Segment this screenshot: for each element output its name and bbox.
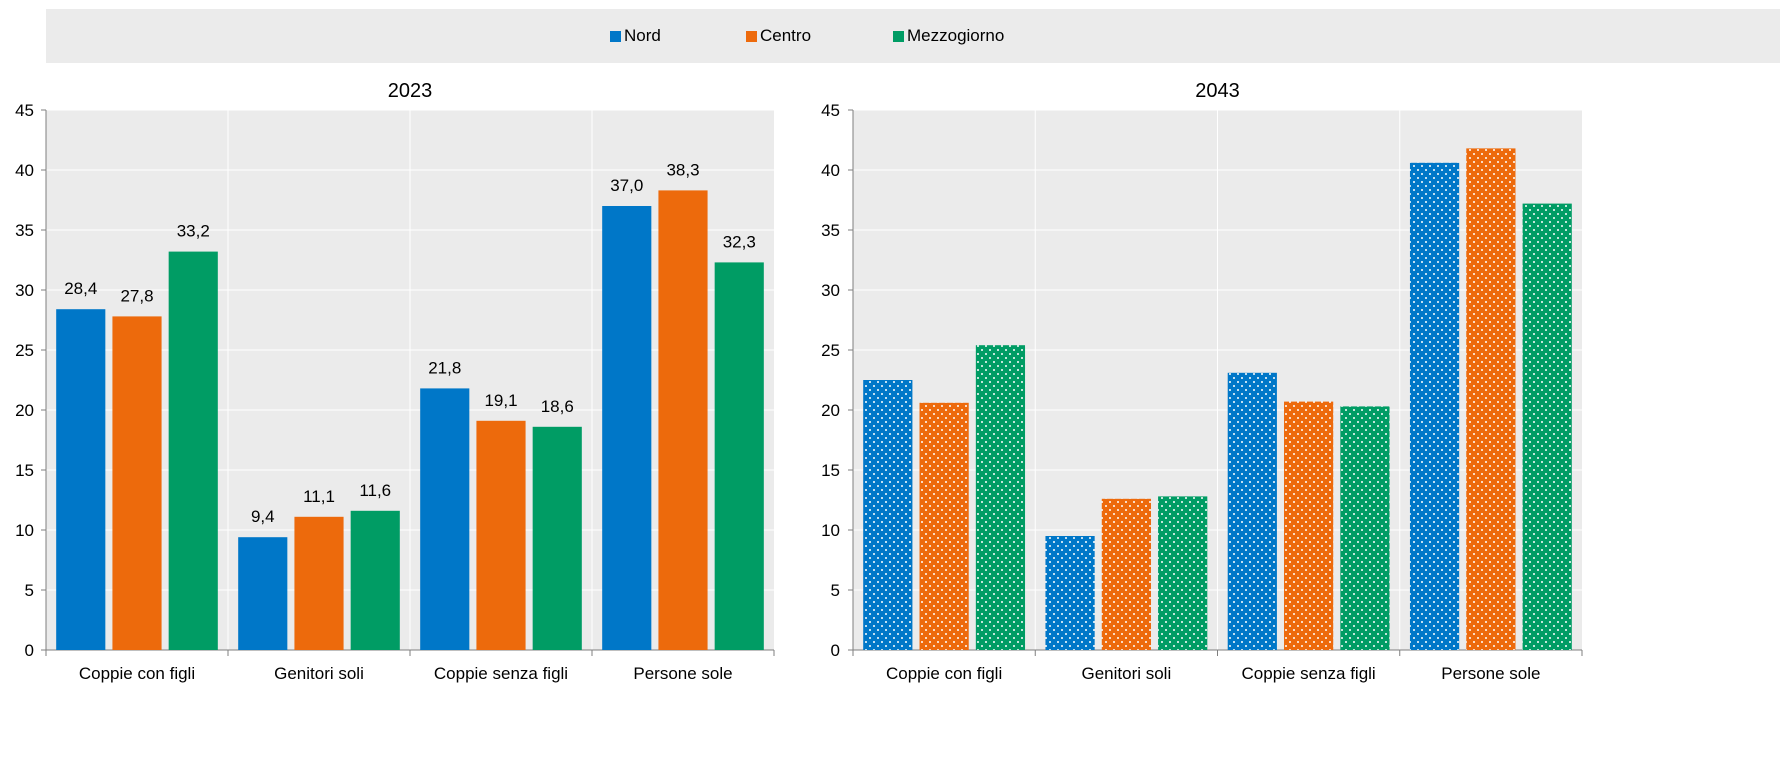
bar-centro-coppie-con-figli xyxy=(919,402,969,650)
y-tick-label-20: 20 xyxy=(15,401,34,420)
bar-nord-coppie-senza-figli xyxy=(420,388,470,650)
bar-nord-genitori-soli xyxy=(238,537,288,650)
chart-1: 0 5 10 15 20 25 30 35 40 45 Coppie con figli Genito… xyxy=(821,80,1583,683)
y-tick-label-40: 40 xyxy=(821,161,840,180)
legend-swatch-centro xyxy=(746,30,757,42)
x-tick-label-genitori-soli: Genitori soli xyxy=(274,664,364,683)
bar-centro-coppie-senza-figli xyxy=(476,420,526,650)
data-label-nord-coppie-con-figli: 28,4 xyxy=(64,279,97,298)
data-label-nord-persone-sole: 37,0 xyxy=(610,176,643,195)
bar-mezzogiorno-persone-sole xyxy=(714,262,764,650)
data-label-mezzogiorno-genitori-soli: 11,6 xyxy=(359,481,391,500)
y-tick-label-25: 25 xyxy=(821,341,840,360)
data-label-mezzogiorno-coppie-senza-figli: 18,6 xyxy=(541,397,574,416)
y-tick-label-20: 20 xyxy=(821,401,840,420)
y-tick-label-45: 45 xyxy=(821,101,840,120)
chart-0: 0 5 10 15 20 25 30 35 40 45 Coppie con figli Genito… xyxy=(15,80,775,683)
data-label-mezzogiorno-persone-sole: 32,3 xyxy=(723,232,756,251)
legend-label-nord: Nord xyxy=(624,26,661,45)
y-tick-label-25: 25 xyxy=(15,341,34,360)
x-tick-label-persone-sole: Persone sole xyxy=(633,664,732,683)
chart-title-1: 2043 xyxy=(1195,80,1240,102)
y-tick-label-30: 30 xyxy=(15,281,34,300)
data-label-centro-coppie-senza-figli: 19,1 xyxy=(484,391,517,410)
data-label-nord-genitori-soli: 9,4 xyxy=(251,507,275,526)
data-label-nord-coppie-senza-figli: 21,8 xyxy=(428,358,461,377)
y-tick-label-10: 10 xyxy=(15,521,34,540)
bar-centro-coppie-senza-figli xyxy=(1284,401,1334,650)
y-tick-label-10: 10 xyxy=(821,521,840,540)
bar-nord-genitori-soli xyxy=(1045,536,1095,650)
legend-item-mezzogiorno: Mezzogiorno xyxy=(893,9,1004,63)
bar-nord-persone-sole xyxy=(1409,162,1460,651)
chart-title-0: 2023 xyxy=(388,80,433,102)
data-label-mezzogiorno-coppie-con-figli: 33,2 xyxy=(177,222,210,241)
data-label-centro-persone-sole: 38,3 xyxy=(666,160,699,179)
bar-centro-genitori-soli xyxy=(1101,498,1151,650)
x-tick-label-genitori-soli: Genitori soli xyxy=(1081,664,1171,683)
y-tick-label-40: 40 xyxy=(15,161,34,180)
y-tick-label-45: 45 xyxy=(15,101,34,120)
bar-mezzogiorno-coppie-con-figli xyxy=(168,251,218,650)
legend-swatch-nord xyxy=(610,30,621,42)
bar-mezzogiorno-genitori-soli xyxy=(350,510,400,650)
legend-label-mezzogiorno: Mezzogiorno xyxy=(907,26,1005,45)
bar-centro-genitori-soli xyxy=(294,516,344,650)
y-tick-label-5: 5 xyxy=(25,581,34,600)
x-tick-label-coppie-senza-figli: Coppie senza figli xyxy=(434,664,568,683)
bar-mezzogiorno-genitori-soli xyxy=(1158,496,1208,650)
bar-mezzogiorno-coppie-senza-figli xyxy=(1340,406,1390,650)
bar-nord-coppie-con-figli xyxy=(863,380,913,650)
data-label-centro-coppie-con-figli: 27,8 xyxy=(120,286,153,305)
y-tick-label-15: 15 xyxy=(15,461,34,480)
bar-nord-coppie-senza-figli xyxy=(1227,372,1277,650)
y-tick-label-5: 5 xyxy=(831,581,840,600)
y-tick-label-30: 30 xyxy=(821,281,840,300)
bar-centro-persone-sole xyxy=(1466,148,1516,650)
bar-mezzogiorno-coppie-senza-figli xyxy=(532,426,582,650)
legend-item-centro: Centro xyxy=(746,9,811,63)
bar-centro-coppie-con-figli xyxy=(112,316,162,650)
y-tick-label-35: 35 xyxy=(821,221,840,240)
bar-nord-persone-sole xyxy=(602,206,652,650)
legend-label-centro: Centro xyxy=(760,26,812,45)
bar-mezzogiorno-coppie-con-figli xyxy=(975,345,1026,650)
x-tick-label-persone-sole: Persone sole xyxy=(1441,664,1540,683)
y-tick-label-15: 15 xyxy=(821,461,840,480)
legend-item-nord: Nord xyxy=(610,9,661,63)
x-tick-label-coppie-con-figli: Coppie con figli xyxy=(886,664,1002,683)
x-tick-label-coppie-senza-figli: Coppie senza figli xyxy=(1242,664,1376,683)
bar-centro-persone-sole xyxy=(658,190,708,650)
bar-mezzogiorno-persone-sole xyxy=(1522,203,1572,650)
y-tick-label-0: 0 xyxy=(25,641,34,660)
legend-swatch-mezzogiorno xyxy=(893,30,904,42)
x-tick-label-coppie-con-figli: Coppie con figli xyxy=(79,664,195,683)
data-label-centro-genitori-soli: 11,1 xyxy=(303,487,335,506)
y-tick-label-35: 35 xyxy=(15,221,34,240)
bar-nord-coppie-con-figli xyxy=(56,309,106,650)
legend: Nord Centro Mezzogiorno xyxy=(46,9,1780,63)
y-tick-label-0: 0 xyxy=(831,641,840,660)
